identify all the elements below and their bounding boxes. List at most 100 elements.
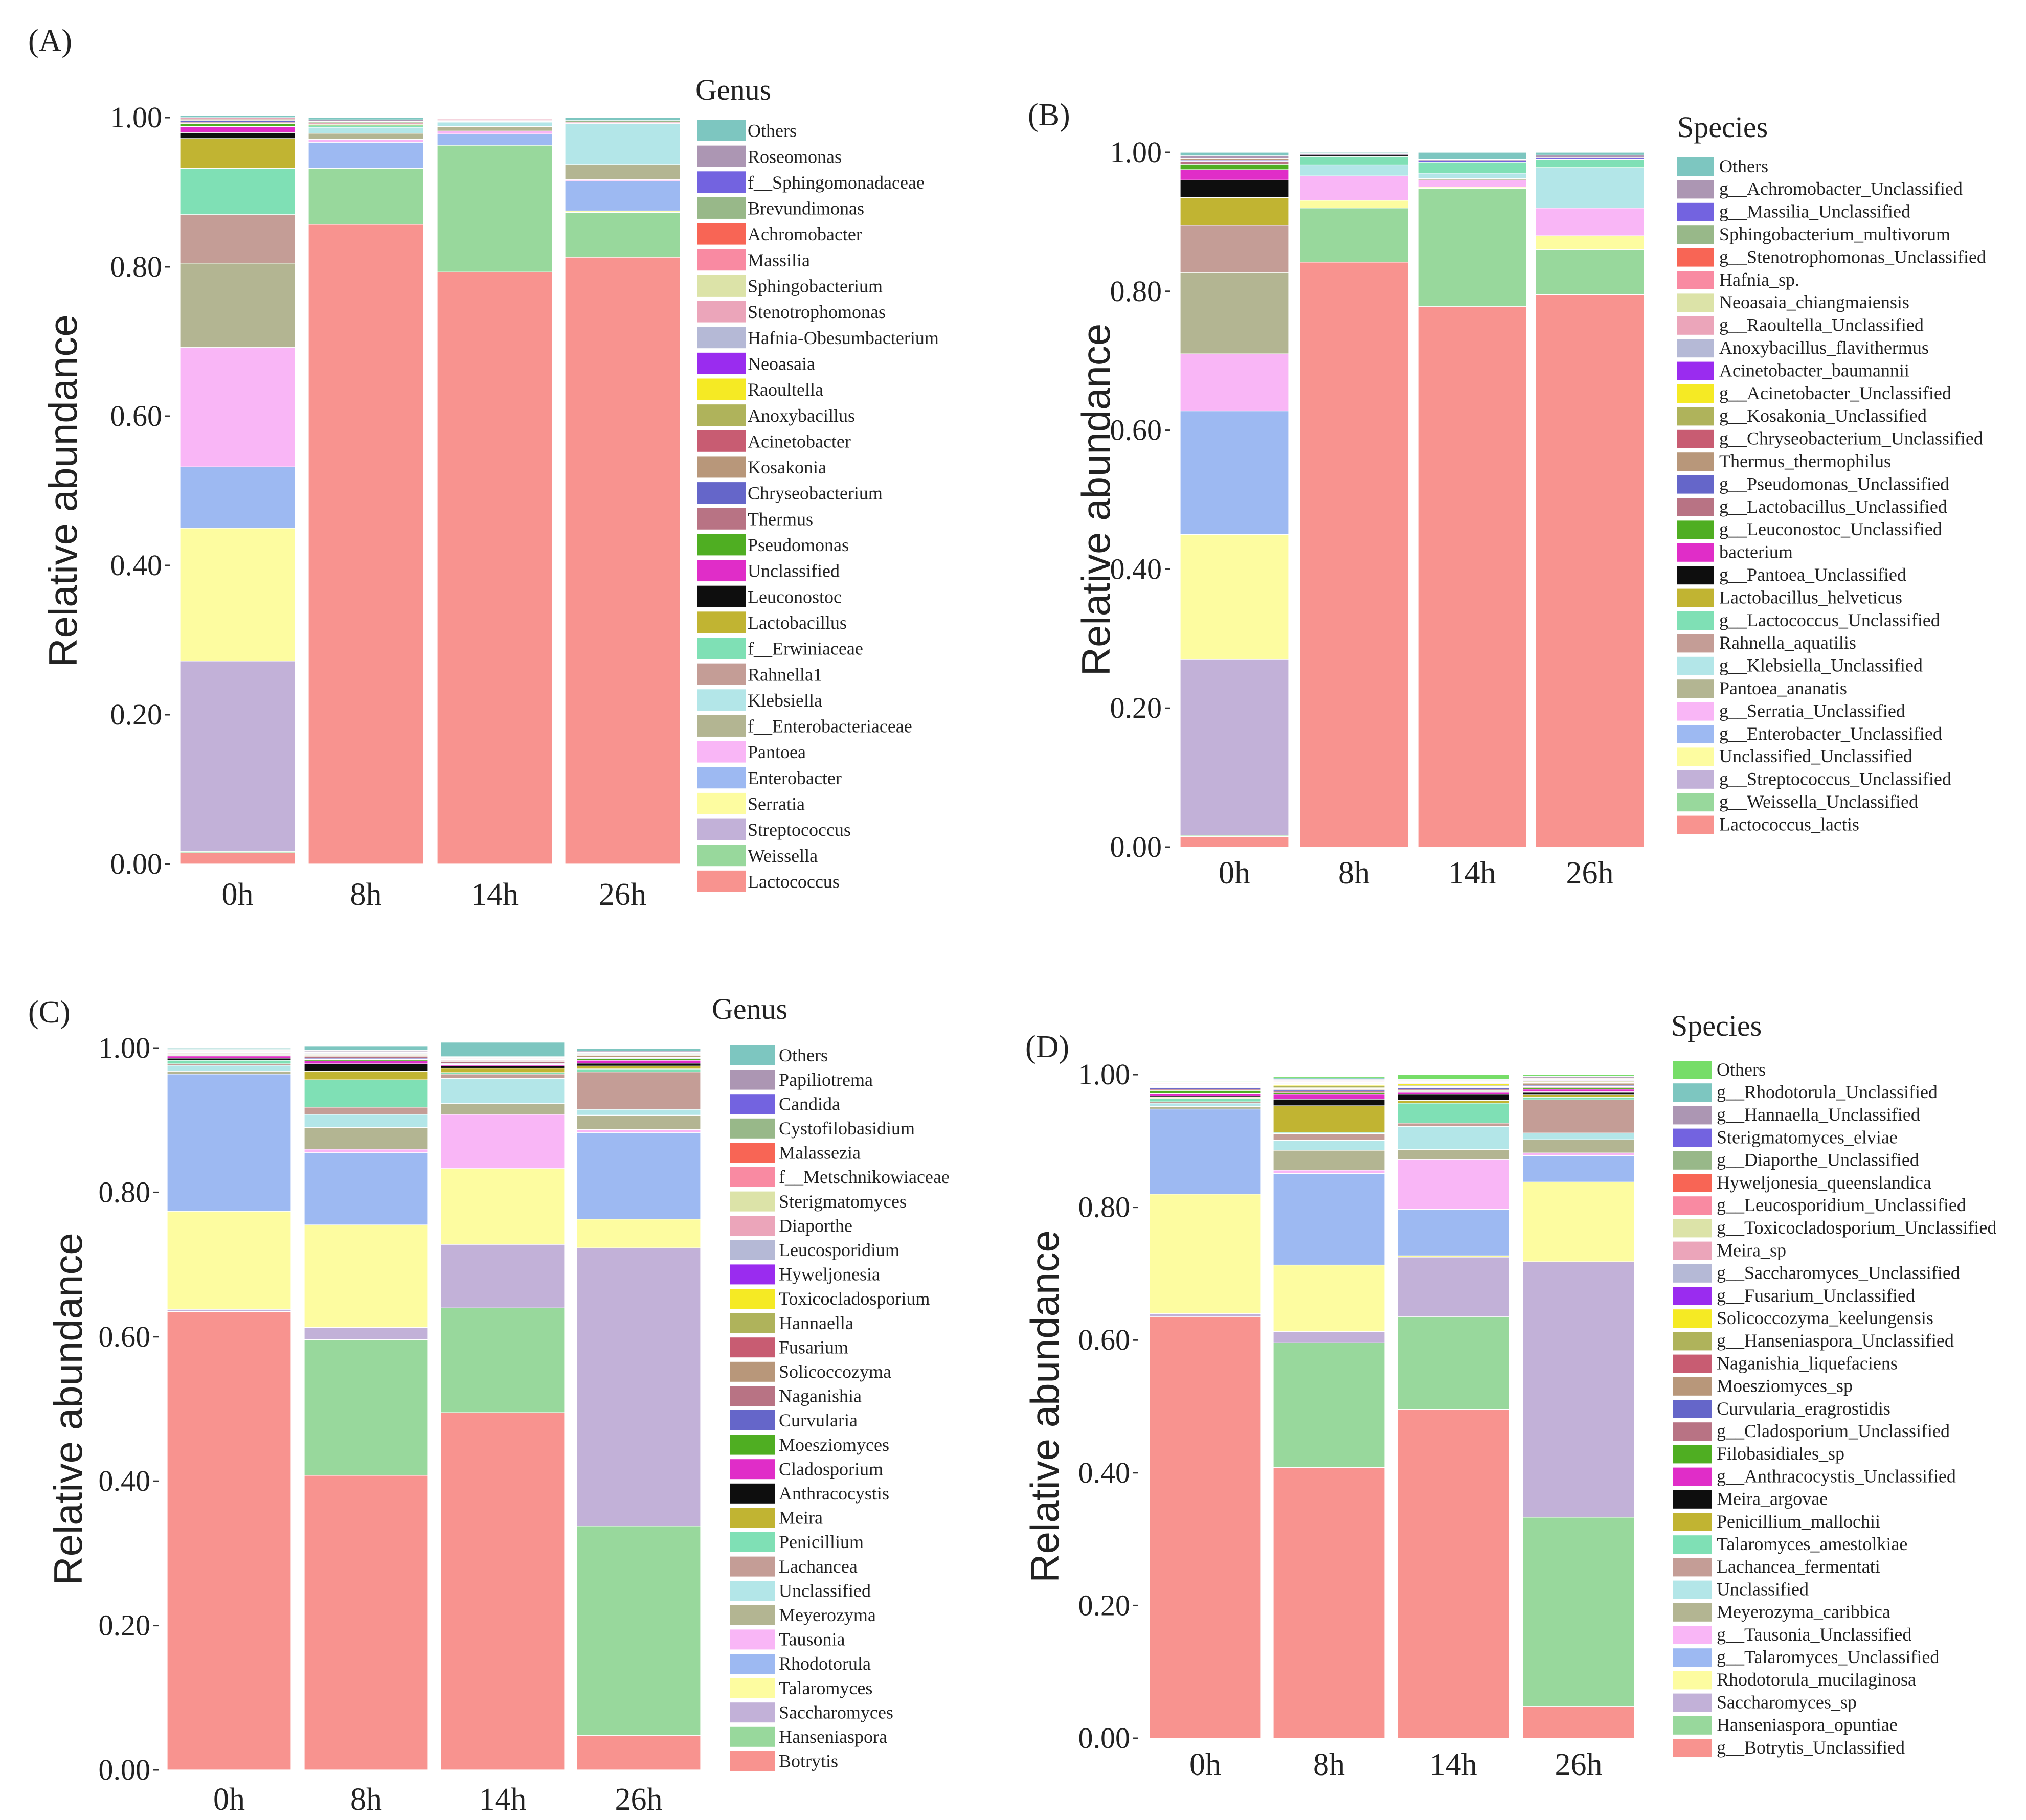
legend-swatch [1673,1377,1712,1396]
bar-segment [304,1079,429,1108]
y-tick-label: 0.60 [1078,1323,1131,1356]
legend-label: Hyweljonesia [779,1264,880,1285]
bar-segment [179,852,296,864]
bar-segment [1273,1342,1385,1468]
bar-segment [308,139,424,143]
legend-label: Meira [779,1508,823,1528]
legend-swatch [697,249,746,271]
legend-swatch [1673,1535,1712,1554]
panel-a: (A) Relative abundance 0.00 0.20 0.40 0.60 0.8… [28,24,939,912]
legend-swatch [697,715,746,737]
bar-segment [1522,1181,1635,1262]
bar-segment [179,132,296,139]
y-tick-label: 0.00 [1078,1721,1131,1755]
bar-segment [179,661,296,852]
legend-label: Meyerozyma [779,1605,876,1625]
legend-swatch [697,145,746,167]
y-tick-label: 0.40 [1078,1456,1131,1489]
legend-label: Enterobacter [748,768,842,788]
bar-segment [440,1103,565,1115]
legend-swatch [730,1118,775,1139]
legend-swatch [1677,611,1714,630]
legend-label: Lachancea_fermentati [1717,1556,1880,1577]
legend-swatch [730,1654,775,1674]
bar-segment [304,1114,429,1128]
bar-segment [167,1309,291,1312]
legend-label: Hafnia-Obesumbacterium [748,328,939,348]
legend-swatch [730,1605,775,1625]
legend-label: Rahnella_aquatilis [1719,632,1856,653]
legend-swatch [730,1483,775,1504]
legend-label: Lactobacillus_helveticus [1719,587,1902,607]
legend-swatch [730,1678,775,1698]
legend-label: g__Hannaella_Unclassified [1717,1104,1920,1125]
legend-label: Lactococcus [748,871,840,892]
legend-label: Cystofilobasidium [779,1118,915,1139]
bar-segment [1535,152,1645,156]
bar-segment [1535,208,1645,236]
legend-title: Genus [712,992,787,1026]
legend-label: Raoultella [748,379,823,400]
bar-segment [1180,353,1289,412]
bar-segment [1522,1097,1635,1100]
legend-label: g__Diaporthe_Unclassified [1717,1150,1919,1170]
bar-segment [1522,1099,1635,1133]
bar-segment [1417,306,1527,848]
legend-label: Pantoea [748,742,806,762]
y-tick-label: 0.40 [99,1464,151,1497]
legend-swatch [1677,429,1714,448]
bar-segment [179,115,296,118]
legend-label: Hafnia_sp. [1719,269,1799,290]
bar-segment [437,271,553,864]
legend-swatch [1673,1174,1712,1192]
legend-swatch [1677,588,1714,607]
legend-title: Genus [695,73,771,106]
y-tick-label: 0.20 [99,1609,151,1642]
legend-swatch [730,1045,775,1065]
legend-swatch [1677,157,1714,176]
legend-label: Pseudomonas [748,535,849,555]
legend-swatch [1673,1332,1712,1351]
legend-swatch [730,1751,775,1771]
bar-segment [565,117,681,121]
legend-swatch [697,870,746,892]
bar-segment [440,1244,565,1308]
legend-label: Hanseniaspora_opuntiae [1717,1715,1898,1735]
y-axis-title: Relative abundance [40,314,85,667]
legend-label: g__Fusarium_Unclassified [1717,1285,1915,1306]
y-tick-label: 0.00 [110,847,163,880]
legend-label: Massilia [748,250,810,270]
bar-segment [1535,154,1645,158]
legend-label: Rhodotorula [779,1653,871,1674]
legend-label: bacterium [1719,542,1793,562]
bar-segment [167,1058,291,1061]
bar-segment [1397,1103,1510,1124]
y-tick-label: 0.40 [110,549,163,582]
legend-swatch [697,223,746,245]
legend-label: g__Botrytis_Unclassified [1717,1737,1905,1758]
bar-segment [308,168,424,225]
legend-label: g__Lactococcus_Unclassified [1719,610,1940,630]
legend-label: Curvularia [779,1410,858,1430]
legend-label: Hanseniaspora [779,1726,887,1747]
y-tick-label: 0.80 [99,1175,151,1209]
legend-swatch [1673,1739,1712,1757]
legend-label: Neoasaia_chiangmaiensis [1719,292,1909,312]
bar-segment [308,142,424,169]
y-tick-label: 1.00 [110,101,163,134]
legend-swatch [730,1556,775,1577]
x-tick-label: 26h [1555,1747,1603,1782]
bar-segment [167,1071,291,1075]
legend-label: g__Pantoea_Unclassified [1719,564,1906,585]
legend-label: Anthracocystis [779,1483,889,1504]
bar-segment [179,347,296,467]
legend-swatch [1673,1603,1712,1622]
bar-segment [440,1078,565,1104]
legend-swatch [730,1240,775,1260]
bar-segment [1535,235,1645,250]
legend-swatch [730,1435,775,1455]
legend-label: g__Lactobacillus_Unclassified [1719,496,1947,517]
x-tick-label: 0h [1189,1747,1221,1782]
x-tick-label: 0h [222,877,254,912]
